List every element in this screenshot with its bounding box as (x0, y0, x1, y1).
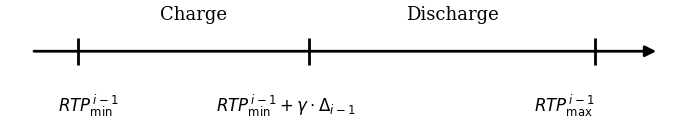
Text: $\mathit{RTP}^{\,i-1}_{\mathrm{min}}$: $\mathit{RTP}^{\,i-1}_{\mathrm{min}}$ (58, 93, 118, 119)
Text: $\mathit{RTP}^{\,i-1}_{\mathrm{min}} + \gamma \cdot \Delta_{i-1}$: $\mathit{RTP}^{\,i-1}_{\mathrm{min}} + \… (216, 93, 356, 119)
Text: Charge: Charge (160, 6, 227, 24)
Text: Discharge: Discharge (406, 6, 498, 24)
Text: $\mathit{RTP}^{\,i-1}_{\mathrm{max}}$: $\mathit{RTP}^{\,i-1}_{\mathrm{max}}$ (534, 93, 595, 119)
